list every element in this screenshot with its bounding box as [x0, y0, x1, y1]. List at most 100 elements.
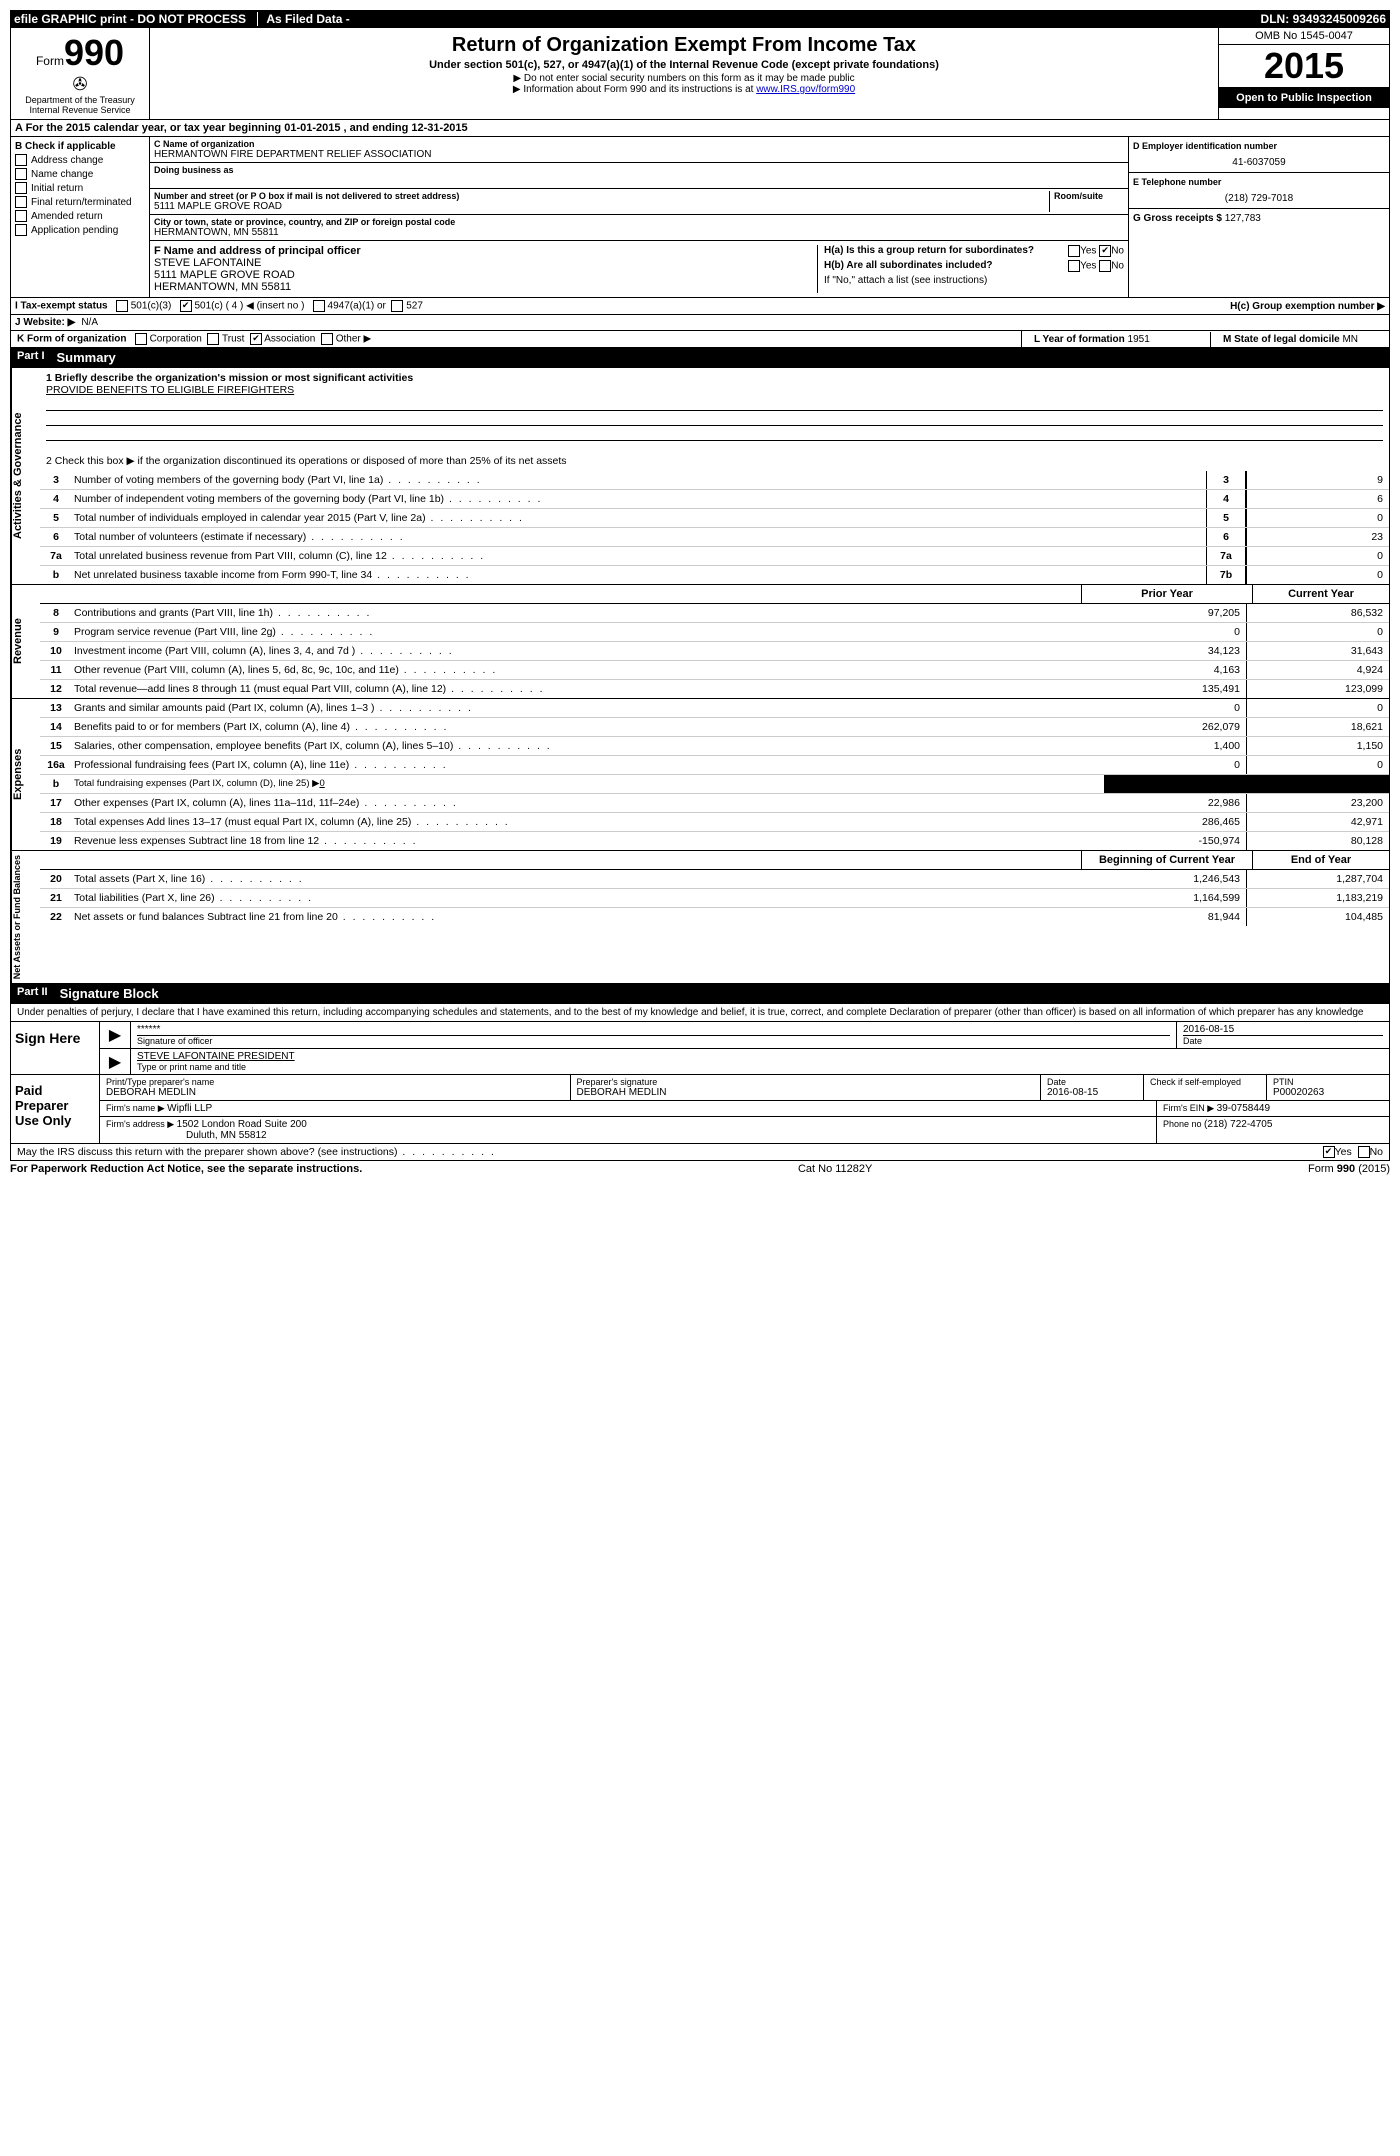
lbl-initial-return: Initial return — [31, 183, 83, 194]
line-num: 20 — [40, 870, 72, 888]
opt-501c: 501(c) ( 4 ) ◀ (insert no ) — [194, 301, 304, 312]
begin-year-header: Beginning of Current Year — [1081, 851, 1252, 869]
chk-name-change[interactable] — [15, 168, 27, 180]
chk-501c[interactable] — [180, 300, 192, 312]
row-j: J Website: ▶ N/A — [10, 315, 1390, 331]
chk-amended-return[interactable] — [15, 210, 27, 222]
line-text: Revenue less expenses Subtract line 18 f… — [72, 832, 1104, 850]
prior-val: 22,986 — [1104, 794, 1247, 812]
chk-corp[interactable] — [135, 333, 147, 345]
officer-label: F Name and address of principal officer — [154, 245, 817, 257]
row-a-mid: , and ending — [344, 122, 412, 134]
line-num: b — [40, 775, 72, 793]
chk-assoc[interactable] — [250, 333, 262, 345]
prior-val: 0 — [1104, 756, 1247, 774]
prior-val: 135,491 — [1104, 680, 1247, 698]
opt-trust: Trust — [222, 334, 244, 345]
chk-ha-yes[interactable] — [1068, 245, 1080, 257]
org-address: 5111 MAPLE GROVE ROAD — [154, 201, 1049, 212]
current-year-header: Current Year — [1252, 585, 1389, 603]
line1-label: 1 Briefly describe the organization's mi… — [46, 372, 1383, 384]
irs-link[interactable]: www.IRS.gov/form990 — [756, 84, 855, 95]
tel-label: E Telephone number — [1133, 177, 1385, 187]
col-b-label: B Check if applicable — [15, 141, 145, 152]
discuss-no: No — [1370, 1146, 1383, 1158]
gov-line: 3 Number of voting members of the govern… — [40, 471, 1389, 490]
end-year-header: End of Year — [1252, 851, 1389, 869]
data-line: 11 Other revenue (Part VIII, column (A),… — [40, 661, 1389, 680]
city-label: City or town, state or province, country… — [154, 217, 1124, 227]
current-val: 1,150 — [1247, 737, 1389, 755]
officer-print-label: Type or print name and title — [137, 1062, 1383, 1072]
prior-val: 0 — [1104, 699, 1247, 717]
form-footer-pre: Form — [1308, 1163, 1337, 1175]
hb-note: If "No," attach a list (see instructions… — [824, 275, 1124, 286]
prep-sig-label: Preparer's signature — [577, 1077, 1035, 1087]
firm-addr2: Duluth, MN 55812 — [106, 1130, 1150, 1141]
chk-final-return[interactable] — [15, 196, 27, 208]
line-num: 18 — [40, 813, 72, 831]
firm-name: Wipfli LLP — [167, 1103, 212, 1114]
officer-addr2: HERMANTOWN, MN 55811 — [154, 281, 817, 293]
chk-trust[interactable] — [207, 333, 219, 345]
current-val: 104,485 — [1247, 908, 1389, 926]
officer-print-name: STEVE LAFONTAINE PRESIDENT — [137, 1051, 1383, 1062]
prior-val: 1,246,543 — [1104, 870, 1247, 888]
chk-discuss-no[interactable] — [1358, 1146, 1370, 1158]
footer-row: For Paperwork Reduction Act Notice, see … — [10, 1161, 1390, 1177]
data-line: 12 Total revenue—add lines 8 through 11 … — [40, 680, 1389, 698]
opt-assoc: Association — [264, 334, 315, 345]
ha-no: No — [1111, 246, 1124, 257]
form-footer: 990 — [1337, 1163, 1355, 1175]
prior-year-header: Prior Year — [1081, 585, 1252, 603]
chk-other[interactable] — [321, 333, 333, 345]
side-revenue: Revenue — [11, 585, 40, 698]
line-text: Total revenue—add lines 8 through 11 (mu… — [72, 680, 1104, 698]
arrow-icon: ▶ — [100, 1022, 131, 1048]
discuss-yes: Yes — [1335, 1146, 1352, 1158]
form-org-label: K Form of organization — [17, 334, 126, 345]
chk-501c3[interactable] — [116, 300, 128, 312]
line-text: Professional fundraising fees (Part IX, … — [72, 756, 1104, 774]
line-text: Total assets (Part X, line 16) — [72, 870, 1104, 888]
gross-label: G Gross receipts $ — [1133, 213, 1225, 224]
tax-year-end: 12-31-2015 — [411, 122, 467, 134]
tax-year-begin: 01-01-2015 — [284, 122, 340, 134]
line-text: Total number of volunteers (estimate if … — [72, 528, 1206, 546]
opt-corp: Corporation — [150, 334, 202, 345]
year-formation: 1951 — [1128, 334, 1150, 345]
firm-ein: 39-0758449 — [1217, 1103, 1270, 1114]
line-num: 21 — [40, 889, 72, 907]
chk-527[interactable] — [391, 300, 403, 312]
current-val: 42,971 — [1247, 813, 1389, 831]
chk-hb-no[interactable] — [1099, 260, 1111, 272]
side-governance: Activities & Governance — [11, 368, 40, 584]
chk-address-change[interactable] — [15, 154, 27, 166]
line-num: 4 — [40, 490, 72, 508]
chk-discuss-yes[interactable] — [1323, 1146, 1335, 1158]
chk-ha-no[interactable] — [1099, 245, 1111, 257]
data-line: 10 Investment income (Part VIII, column … — [40, 642, 1389, 661]
chk-4947[interactable] — [313, 300, 325, 312]
lbl-address-change: Address change — [31, 155, 103, 166]
lbl-final-return: Final return/terminated — [31, 197, 132, 208]
prior-val: 1,164,599 — [1104, 889, 1247, 907]
line-text: Total fundraising expenses (Part IX, col… — [72, 775, 1104, 793]
part1-label: Part I — [17, 350, 45, 365]
discuss-text: May the IRS discuss this return with the… — [17, 1146, 398, 1158]
line-num: 15 — [40, 737, 72, 755]
tax-year: 2015 — [1219, 45, 1389, 88]
chk-initial-return[interactable] — [15, 182, 27, 194]
line-num: 22 — [40, 908, 72, 926]
netassets-block: Net Assets or Fund Balances Beginning of… — [10, 851, 1390, 984]
chk-hb-yes[interactable] — [1068, 260, 1080, 272]
row-k: K Form of organization Corporation Trust… — [10, 331, 1390, 348]
hb-label: H(b) Are all subordinates included? — [824, 260, 993, 271]
revenue-block: Revenue Prior Year Current Year 8 Contri… — [10, 585, 1390, 699]
prior-val: 34,123 — [1104, 642, 1247, 660]
side-expenses: Expenses — [11, 699, 40, 850]
line-num: 10 — [40, 642, 72, 660]
line-num: 3 — [40, 471, 72, 489]
data-line: 16a Professional fundraising fees (Part … — [40, 756, 1389, 775]
chk-application-pending[interactable] — [15, 224, 27, 236]
